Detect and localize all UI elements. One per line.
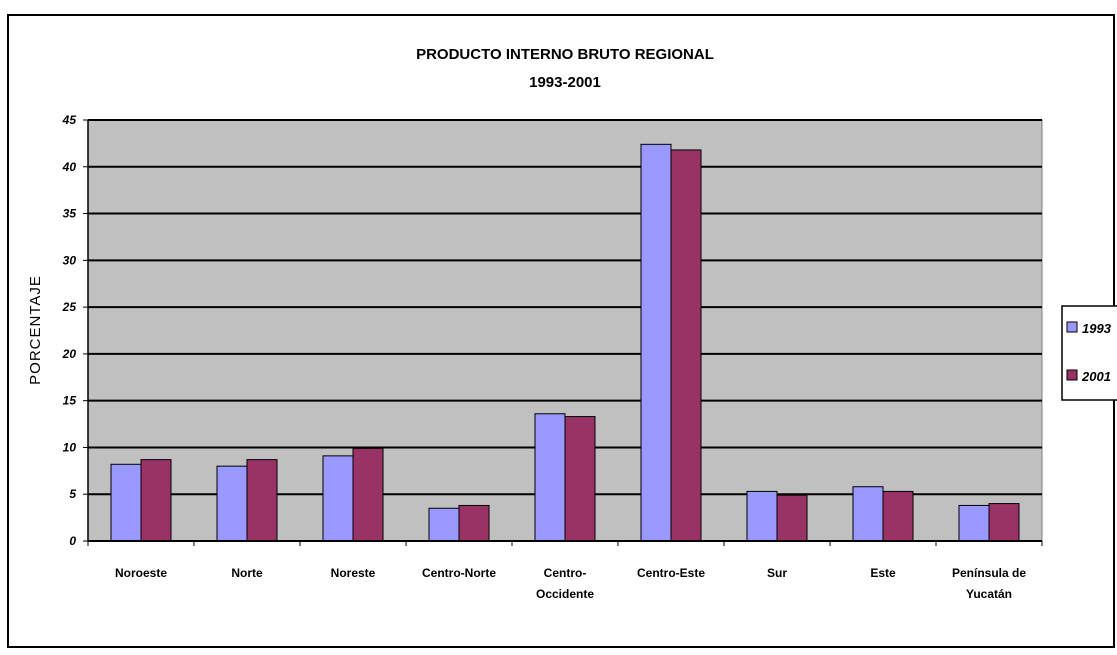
legend-label-2001: 2001 [1081,369,1111,384]
axes [83,119,1043,546]
bar-2001-1 [246,459,278,542]
chart-title: PRODUCTO INTERNO BRUTO REGIONAL [416,46,714,63]
y-tick-label: 20 [62,347,77,361]
bar-1993-4 [534,413,566,542]
legend-label-1993: 1993 [1082,321,1112,336]
bar-2001-7 [882,490,914,542]
chart-subtitle: 1993-2001 [529,74,601,91]
bar-1993-3 [428,507,460,542]
legend-swatch-2001 [1066,369,1078,381]
y-tick-label: 25 [62,300,77,314]
x-category-labels: Noroeste Norte Noreste Centro-Norte Centro-O… [115,566,1026,601]
x-category-label: Noroeste [115,566,167,580]
y-tick-labels: 0 5 10 15 20 25 30 35 40 45 [62,113,77,548]
bar-1993-2 [322,455,354,542]
y-tick-label: 0 [69,534,76,548]
bar-2001-6 [776,494,808,542]
bar-2001-3 [458,504,490,542]
x-category-label: Centro-Este [637,566,705,580]
bar-2001-5 [670,149,702,542]
bar-1993-8 [958,504,990,542]
y-tick-label: 10 [63,440,77,454]
bar-1993-1 [216,465,248,542]
x-category-label: Centro-Occidente [536,566,594,601]
y-tick-label: 40 [62,160,77,174]
bar-2001-4 [564,416,596,542]
bar-1993-5 [640,143,672,542]
x-category-label: Península de Yucatán [952,566,1026,601]
bars [110,143,1020,542]
x-category-label: Noreste [331,566,376,580]
x-category-label: Sur [767,566,787,580]
y-tick-label: 30 [63,253,77,267]
bar-1993-0 [110,463,142,542]
bar-1993-6 [746,490,778,542]
legend: 1993 2001 [1061,305,1117,401]
y-tick-label: 5 [69,487,76,501]
x-category-label: Este [870,566,896,580]
y-axis-label: PORCENTAJE [27,275,44,385]
x-category-label: Norte [231,566,263,580]
y-tick-label: 35 [63,207,77,221]
y-tick-label: 45 [62,113,77,127]
y-tick-label: 15 [63,394,77,408]
bar-2001-8 [988,503,1020,542]
bar-2001-2 [352,447,384,542]
bar-1993-7 [852,486,884,542]
legend-swatch-1993 [1066,321,1078,333]
x-category-label: Centro-Norte [422,566,496,580]
bar-2001-0 [140,459,172,542]
